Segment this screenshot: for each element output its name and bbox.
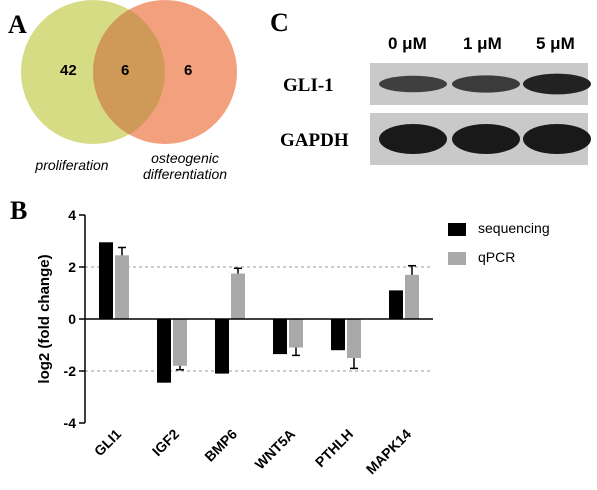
venn-overlap-count: 6 <box>121 62 130 79</box>
blot-band <box>452 124 520 154</box>
x-tick-label: GLI1 <box>91 426 124 459</box>
venn-left-circle <box>21 0 165 144</box>
venn-right-circle <box>93 0 237 144</box>
bar-qpcr <box>115 255 129 319</box>
blot-strip-1 <box>370 113 588 165</box>
bar-sequencing <box>331 319 345 351</box>
bar-sequencing <box>389 290 403 319</box>
blot-row-label-gapdh: GAPDH <box>280 130 349 151</box>
y-tick-label: -2 <box>64 363 77 379</box>
bar-qpcr <box>231 273 245 319</box>
legend-label-sequencing: sequencing <box>478 220 550 236</box>
x-tick-label: BMP6 <box>201 426 240 465</box>
blot-band <box>523 124 591 154</box>
venn-left-count: 42 <box>60 62 77 79</box>
panel-label-a: A <box>8 10 27 39</box>
lane-label-1: 1 μM <box>463 34 502 53</box>
lane-label-2: 5 μM <box>536 34 575 53</box>
x-tick-label: PTHLH <box>312 426 356 470</box>
y-tick-label: 0 <box>68 311 76 327</box>
blot-band <box>452 75 520 93</box>
x-tick-label: IGF2 <box>149 426 182 459</box>
legend-swatch-qpcr <box>448 252 466 265</box>
legend-label-qpcr: qPCR <box>478 249 516 265</box>
bar-qpcr <box>347 319 361 358</box>
blot-strip-0 <box>370 63 588 105</box>
panel-label-c: C <box>270 8 289 37</box>
y-tick-label: 4 <box>68 207 76 223</box>
panel-label-b: B <box>10 196 28 225</box>
venn-right-label-line2: differentiation <box>142 166 228 182</box>
blot-band <box>379 124 447 154</box>
y-tick-label: 2 <box>68 259 76 275</box>
y-tick-label: -4 <box>64 415 77 431</box>
x-tick-label: WNT5A <box>252 426 299 473</box>
bar-sequencing <box>273 319 287 355</box>
x-tick-label: MAPK14 <box>363 426 415 478</box>
bar-qpcr <box>289 319 303 348</box>
venn-overlap-region <box>93 0 165 144</box>
blot-band <box>523 73 591 95</box>
blot-band <box>379 75 447 93</box>
bar-qpcr <box>405 274 419 319</box>
venn-right-count: 6 <box>184 62 193 79</box>
bar-qpcr <box>173 319 187 366</box>
venn-left-label: proliferation <box>35 157 109 173</box>
bar-sequencing <box>157 319 171 383</box>
blot-row-label-gli1: GLI-1 <box>283 75 334 96</box>
bar-sequencing <box>215 319 229 374</box>
y-axis-label: log2 (fold change) <box>36 254 53 383</box>
bar-sequencing <box>99 242 113 319</box>
legend-swatch-sequencing <box>448 223 466 236</box>
lane-label-0: 0 μM <box>388 34 427 53</box>
venn-right-label-line1: osteogenic <box>151 150 219 166</box>
